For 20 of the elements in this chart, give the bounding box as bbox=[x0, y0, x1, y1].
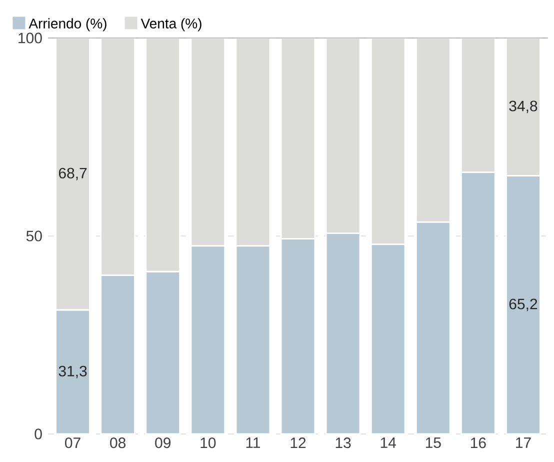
x-tick-label: 07 bbox=[65, 438, 80, 448]
x-tick-label: 12 bbox=[290, 438, 306, 448]
legend-label: Venta (%) bbox=[140, 18, 202, 32]
y-tick-label: 0 bbox=[34, 428, 42, 440]
x-tick-label: 15 bbox=[426, 438, 441, 448]
x-tick-label: 11 bbox=[246, 438, 260, 448]
data-label: 65,2 bbox=[509, 298, 538, 312]
legend-label: Arriendo (%) bbox=[28, 18, 106, 32]
x-tick-label: 08 bbox=[110, 438, 126, 448]
data-label: 34,8 bbox=[509, 100, 538, 114]
data-label: 68,7 bbox=[58, 168, 87, 180]
y-tick-label: 100 bbox=[18, 32, 42, 44]
x-tick-label: 10 bbox=[200, 438, 216, 448]
x-tick-label: 14 bbox=[380, 438, 396, 448]
x-tick-label: 17 bbox=[516, 438, 531, 448]
data-label: 31,3 bbox=[58, 366, 87, 378]
x-tick-label: 16 bbox=[470, 438, 486, 448]
y-tick-label: 50 bbox=[26, 230, 42, 242]
x-tick-label: 13 bbox=[336, 438, 351, 448]
x-tick-label: 09 bbox=[155, 438, 170, 448]
